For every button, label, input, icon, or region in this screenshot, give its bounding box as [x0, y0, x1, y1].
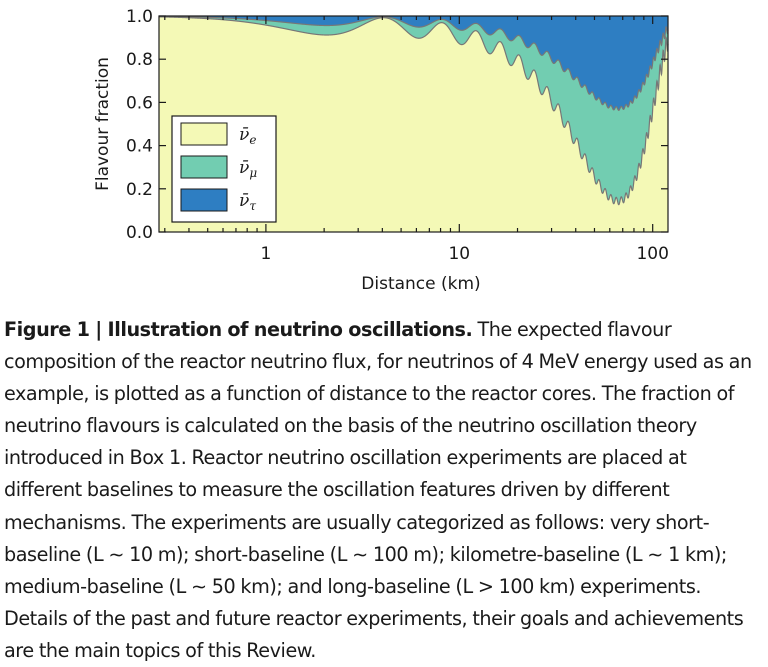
legend-label: ν̄e	[239, 125, 256, 147]
legend-swatch	[180, 188, 228, 212]
caption-text: The expected flavour composition of the …	[4, 318, 752, 662]
y-tick-label: 0.4	[126, 137, 153, 157]
plot-frame	[158, 15, 669, 233]
boundary-line-e	[159, 16, 669, 206]
x-axis: 1 10 100	[164, 16, 669, 264]
boundary-line-mu	[159, 15, 669, 111]
legend-swatch	[180, 155, 228, 179]
y-tick-label: 0.2	[126, 180, 153, 200]
legend-label: ν̄μ	[239, 158, 257, 180]
legend-label: ν̄τ	[239, 191, 256, 213]
plot-area	[159, 15, 669, 232]
flavour-fraction-chart: 0.00.20.40.60.81.0 1 10 100 Distance (km) …	[93, 7, 669, 294]
y-tick-label: 0.0	[126, 223, 153, 243]
y-tick-label: 1.0	[126, 7, 153, 27]
figure-caption: Figure 1 | Illustration of neutrino osci…	[4, 314, 766, 667]
x-tick-label: 1	[260, 244, 271, 264]
x-tick-label: 10	[448, 244, 470, 264]
x-tick-label: 100	[636, 244, 668, 264]
y-tick-label: 0.6	[126, 93, 153, 113]
y-axis-label: Flavour fraction	[93, 57, 113, 191]
legend-swatch	[180, 122, 228, 146]
series-area-nu-e	[159, 16, 668, 232]
y-tick-label: 0.8	[126, 50, 153, 70]
x-axis-label: Distance (km)	[361, 274, 480, 294]
series-area-nu-mu	[159, 16, 668, 205]
legend: ν̄e ν̄μ ν̄τ	[171, 115, 277, 223]
y-axis: 0.0 0.2 0.4 0.6 0.8 1.0	[126, 7, 668, 243]
series-area-nu-tau	[159, 16, 668, 111]
caption-title: Figure 1 | Illustration of neutrino osci…	[4, 318, 473, 341]
